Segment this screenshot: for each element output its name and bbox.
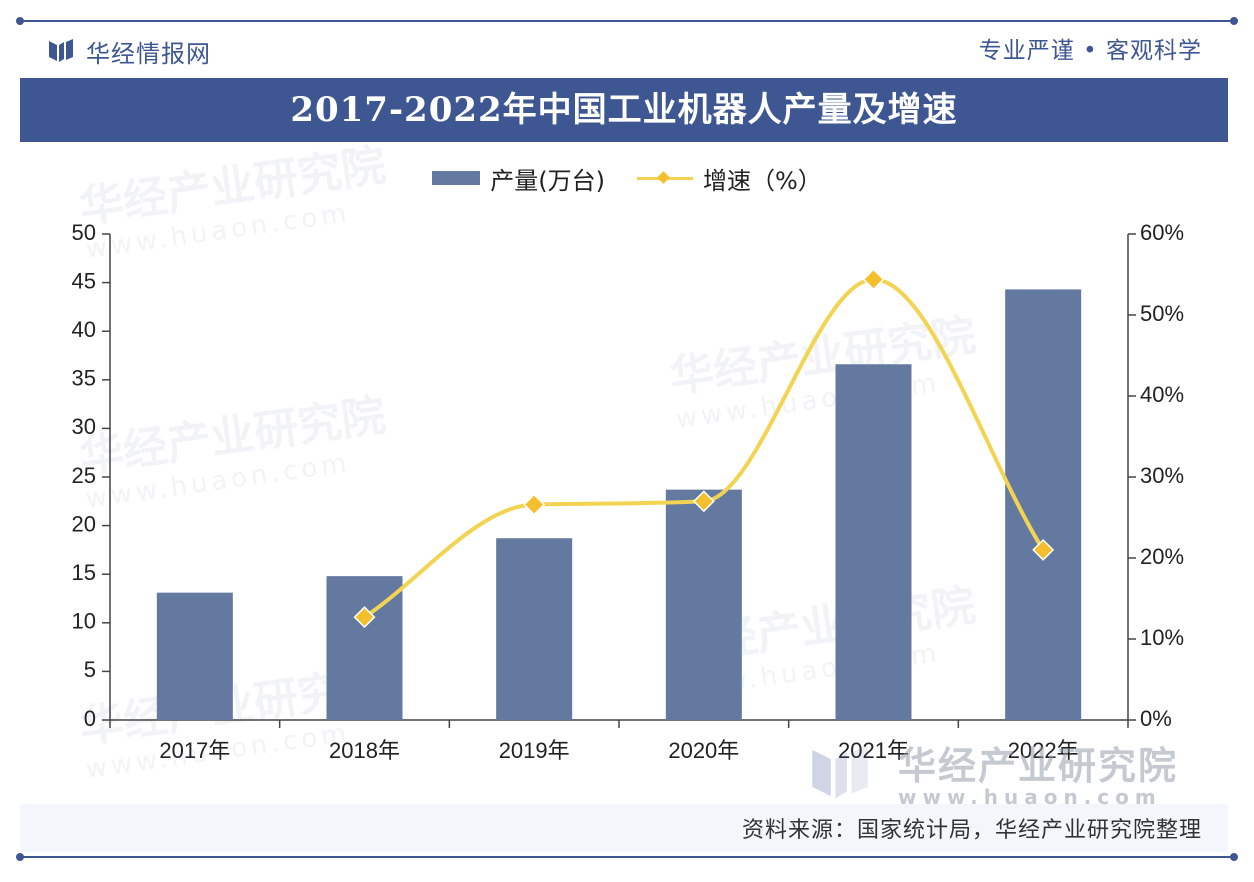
watermark-brand-url: www.huaon.com: [898, 785, 1162, 809]
legend-item-line: 增速（%）: [636, 161, 822, 196]
growth-marker: [353, 606, 376, 629]
left-tick-label: 0: [84, 706, 96, 731]
left-tick-label: 10: [72, 609, 96, 634]
left-tick-label: 50: [72, 220, 96, 245]
watermark-logo-icon: [812, 745, 868, 799]
right-tick-label: 60%: [1140, 220, 1184, 245]
left-tick-label: 20: [72, 511, 96, 536]
legend: 产量(万台) 增速（%）: [0, 160, 1254, 196]
brand-name: 华经情报网: [86, 39, 211, 68]
x-tick-label: 2018年: [329, 738, 400, 763]
right-tick-label: 20%: [1140, 544, 1184, 569]
right-tick-label: 50%: [1140, 301, 1184, 326]
left-tick-label: 25: [72, 463, 96, 488]
left-tick-label: 35: [72, 366, 96, 391]
chart-title: 2017-2022年中国工业机器人产量及增速: [290, 90, 958, 130]
right-tick-label: 10%: [1140, 625, 1184, 650]
x-tick-label: 2020年: [668, 738, 739, 763]
x-tick-label: 2019年: [499, 738, 570, 763]
right-tick-label: 0%: [1140, 706, 1172, 731]
brand-header: 华经情报网: [48, 34, 211, 68]
slogan: 专业严谨 • 客观科学: [978, 38, 1202, 64]
left-tick-label: 45: [72, 268, 96, 293]
legend-bar-label: 产量(万台): [490, 166, 605, 195]
growth-marker: [1032, 538, 1055, 561]
brand-logo-icon: [49, 39, 73, 62]
legend-line-swatch: [636, 171, 693, 185]
bottom-divider: [16, 853, 1238, 861]
bar: [496, 538, 573, 720]
watermark-brand: 华经产业研究院 www.huaon.com: [810, 735, 1230, 815]
left-tick-label: 40: [72, 317, 96, 342]
watermark-brand-name: 华经产业研究院: [898, 744, 1179, 788]
top-divider: [16, 17, 1238, 25]
legend-item-bar: 产量(万台): [432, 161, 605, 196]
left-tick-label: 5: [84, 657, 96, 682]
growth-marker: [523, 493, 546, 516]
legend-bar-swatch: [432, 171, 481, 185]
legend-line-label: 增速（%）: [702, 166, 822, 195]
title-bar: 2017-2022年中国工业机器人产量及增速: [20, 78, 1228, 142]
left-tick-label: 30: [72, 414, 96, 439]
right-tick-label: 30%: [1140, 463, 1184, 488]
left-tick-label: 15: [72, 560, 96, 585]
growth-line: [362, 277, 1046, 620]
x-tick-label: 2017年: [159, 738, 230, 763]
x-tick-label: 2021年: [838, 738, 909, 763]
x-tick-label: 2022年: [1008, 738, 1079, 763]
growth-marker: [862, 268, 885, 291]
source-note: 资料来源：国家统计局，华经产业研究院整理: [741, 818, 1202, 843]
bar: [665, 489, 742, 720]
source-band: [20, 804, 1228, 852]
bar: [835, 364, 912, 720]
growth-marker: [692, 490, 715, 513]
bar: [156, 592, 233, 720]
right-tick-label: 40%: [1140, 382, 1184, 407]
